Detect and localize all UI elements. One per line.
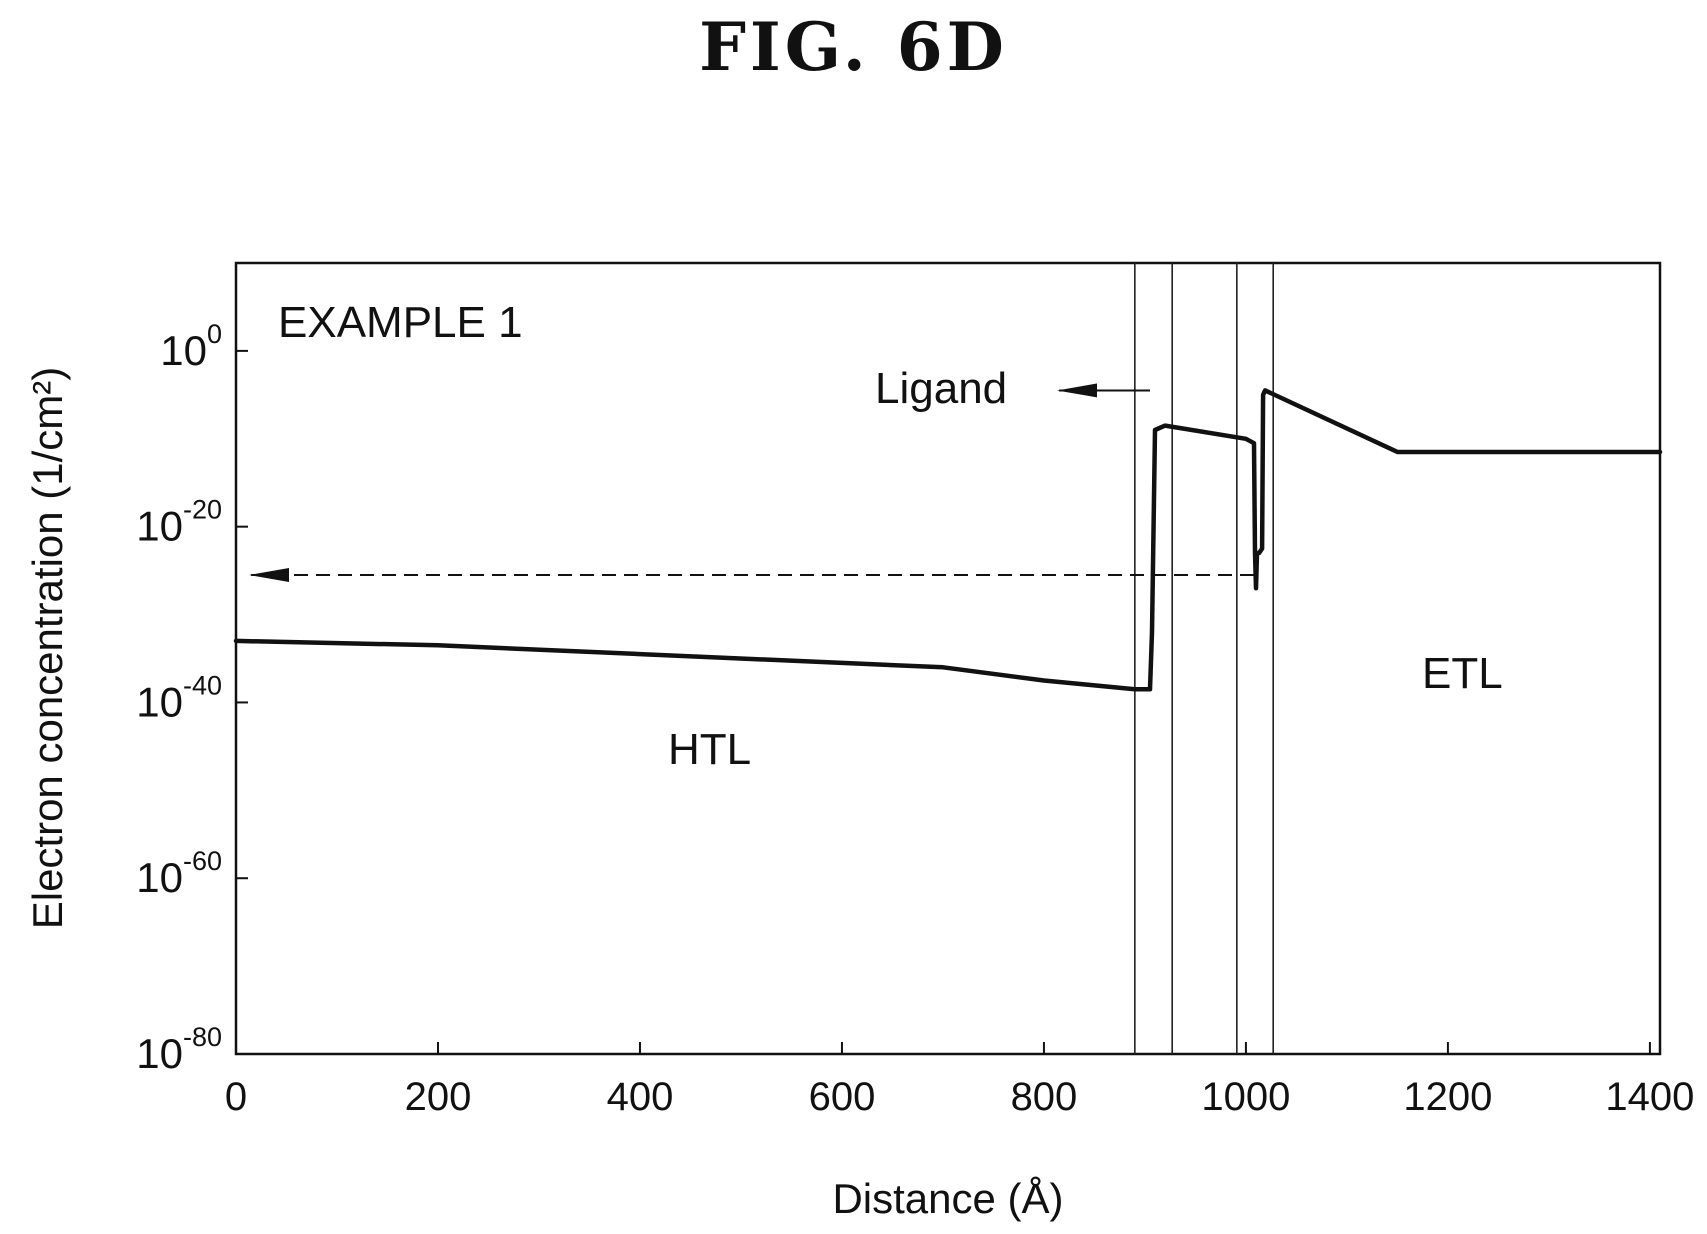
htl-label: HTL <box>668 725 751 774</box>
figure-title: FIG. 6D <box>699 8 1008 86</box>
y-tick-label-0: 100 <box>160 319 222 374</box>
x-tick-label-400: 400 <box>607 1075 674 1119</box>
x-tick-label-800: 800 <box>1011 1075 1078 1119</box>
y-tick-label--40: 10-40 <box>136 670 222 725</box>
x-tick-label-200: 200 <box>405 1075 472 1119</box>
example-label: EXAMPLE 1 <box>278 298 523 347</box>
x-tick-label-0: 0 <box>225 1075 247 1119</box>
plot-frame <box>234 261 1662 1056</box>
x-tick-label-1400: 1400 <box>1605 1075 1694 1119</box>
y-axis-label: Electron concentration (1/cm²) <box>24 367 71 930</box>
y-tick-label--80: 10-80 <box>136 1022 222 1077</box>
x-tick-label-1000: 1000 <box>1201 1075 1290 1119</box>
y-tick-label--60: 10-60 <box>136 846 222 901</box>
x-tick-label-600: 600 <box>809 1075 876 1119</box>
x-axis-label: Distance (Å) <box>832 1175 1063 1222</box>
x-tick-label-1200: 1200 <box>1403 1075 1492 1119</box>
etl-label: ETL <box>1422 649 1503 698</box>
ligand-label: Ligand <box>875 364 1007 413</box>
series-line-1 <box>233 388 1663 692</box>
y-tick-label--20: 10-20 <box>136 495 222 550</box>
